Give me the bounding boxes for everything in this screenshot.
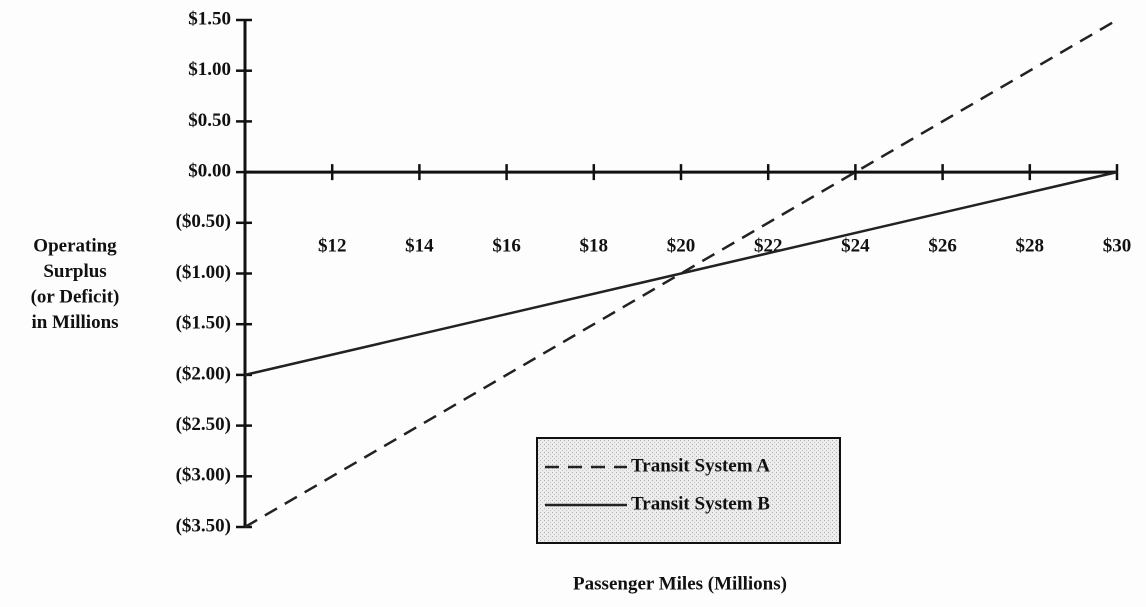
y-tick-label: $1.50 — [188, 8, 231, 29]
y-tick-label: ($0.50) — [176, 211, 231, 232]
y-axis-label: Surplus — [43, 261, 106, 282]
y-axis-label: in Millions — [31, 312, 118, 333]
y-tick-label: $1.00 — [188, 59, 231, 80]
x-tick-label: $26 — [928, 235, 957, 256]
x-axis-label: Passenger Miles (Millions) — [573, 573, 787, 594]
line-series — [244, 170, 1118, 377]
x-tick-label: $18 — [580, 235, 609, 256]
y-tick-label: $0.00 — [188, 160, 231, 181]
legend-label: Transit System A — [631, 455, 770, 476]
y-tick-label: ($3.50) — [176, 515, 231, 536]
y-axis-label: Operating — [33, 235, 117, 256]
x-tick-label: $20 — [667, 235, 696, 256]
x-tick-label: $12 — [318, 235, 347, 256]
y-tick-label: ($1.50) — [176, 313, 231, 334]
legend-label: Transit System B — [631, 493, 770, 514]
legend-box — [536, 437, 841, 544]
y-tick-label: ($2.50) — [176, 414, 231, 435]
y-tick-label: ($1.00) — [176, 262, 231, 283]
x-tick-label: $28 — [1016, 235, 1045, 256]
x-tick-label: $24 — [841, 235, 870, 256]
y-axis-label: (or Deficit) — [31, 286, 120, 307]
y-tick-label: ($3.00) — [176, 465, 231, 486]
y-tick-label: ($2.00) — [176, 363, 231, 384]
x-tick-label: $16 — [492, 235, 521, 256]
line-series — [244, 18, 1118, 529]
x-tick-label: $30 — [1103, 235, 1132, 256]
y-tick-label: $0.50 — [188, 110, 231, 131]
x-tick-label: $14 — [405, 235, 434, 256]
